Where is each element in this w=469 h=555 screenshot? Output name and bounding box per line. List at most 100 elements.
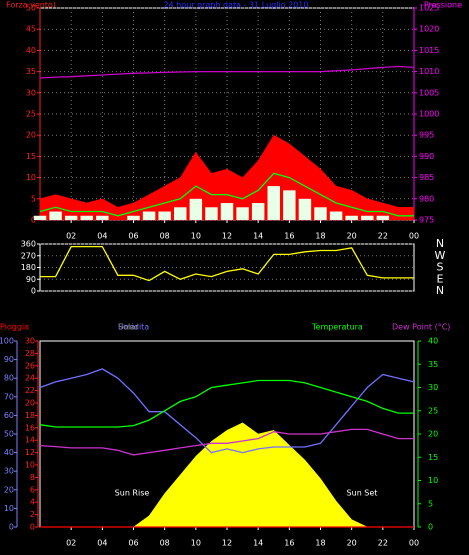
y2-tick-label: N [436,237,444,250]
y2-tick-label: 1015 [419,46,439,55]
y3-tick-label: 10 [4,504,14,513]
y2-tick-label: 1020 [419,25,439,34]
y-tick-label: 28 [25,349,35,358]
x-tick-label: 18 [315,232,325,241]
y-tick-label: 50 [26,4,36,13]
series-bar [174,207,187,220]
y-tick-label: 360 [21,240,36,249]
y-axis-label: Forza vento) [6,1,56,10]
y-tick-label: 30 [25,337,35,346]
y-tick-label: 20 [25,399,35,408]
y-tick-label: 0 [30,523,35,532]
y-tick-label: 10 [25,461,35,470]
x-tick-label: 22 [378,539,388,548]
y2-tick-label: 30 [428,383,438,392]
y2-tick-label: 1000 [419,110,439,119]
series-line [39,428,414,456]
y2-tick-label: 10 [428,476,438,485]
y-tick-label: 270 [21,251,36,260]
x-tick-label: 18 [315,539,325,548]
y3-tick-label: 20 [4,485,14,494]
y-tick-label: 90 [26,275,36,284]
y2-tick-label: 5 [428,499,433,508]
series-line [39,379,414,428]
x-tick-label: 00 [409,232,419,241]
y2-tick-label: 25 [428,406,438,415]
y3-tick-label: 70 [4,392,14,401]
y2-tick-label: 985 [419,173,434,182]
series-bar [80,215,93,220]
y2-tick-label: 35 [428,360,438,369]
x-tick-label: 08 [160,539,170,548]
x-tick-label: 04 [97,539,107,548]
x-tick-label: 02 [66,232,76,241]
x-tick-label: 12 [222,232,232,241]
series-bar [64,215,78,220]
x-tick-label: 04 [97,232,107,241]
y-tick-label: 5 [31,194,36,203]
y2-tick-label: 40 [428,337,438,346]
y3-tick-label: 60 [4,411,14,420]
y2-tick-label: 1005 [419,88,439,97]
series-line [40,245,414,282]
series-bar [205,207,218,220]
legend-label: Pioggia [0,323,29,332]
x-tick-label: 00 [409,539,419,548]
y-tick-label: 0 [31,287,36,296]
y3-tick-label: 30 [4,467,14,476]
x-tick-label: 12 [222,539,232,548]
y2-tick-label: 0 [428,523,433,532]
series-bar [220,203,234,220]
y-tick-label: 24 [25,374,35,383]
y-tick-label: 8 [30,473,35,482]
x-tick-label: 14 [253,539,263,548]
series-bar [376,215,390,220]
y2-tick-label: 980 [419,194,434,203]
y-tick-label: 40 [26,46,36,55]
y-tick-label: 15 [26,152,36,161]
y2-tick-label: 990 [419,152,434,161]
legend-label: Solar [118,323,139,332]
legend-label: Umidita [118,323,149,332]
series-bar [314,207,327,220]
y3-tick-label: 0 [9,523,14,532]
y-tick-label: 26 [25,361,35,370]
series-bar [298,198,312,220]
x-tick-label: 16 [284,232,294,241]
y2-tick-label: W [435,249,446,262]
x-tick-label: 10 [191,539,201,548]
chart-title: 24 hour graph data - 31 Luglio 2010 [164,1,309,10]
y-tick-label: 14 [25,436,35,445]
series-bar [329,211,343,220]
y2-tick-label: S [437,261,444,274]
y-tick-label: 25 [26,110,36,119]
series-area [39,134,415,221]
y2-tick-label: 1025 [419,4,439,13]
series-bar [158,211,171,220]
y-tick-label: 35 [26,67,36,76]
series-line [39,368,415,454]
series-line [39,172,414,217]
x-tick-label: 22 [378,232,388,241]
y-tick-label: 18 [25,411,35,420]
y2-tick-label: E [437,272,444,285]
y-tick-label: 45 [26,25,36,34]
y3-tick-label: 50 [4,430,14,439]
series-bar [251,203,265,220]
series-bar [189,198,203,220]
series-bar [127,215,140,220]
x-tick-label: 10 [191,232,201,241]
series-bar [283,190,296,220]
x-tick-label: 08 [160,232,170,241]
y-tick-label: 30 [26,88,36,97]
series-bar [267,186,280,220]
y2-tick-label: 15 [428,453,438,462]
x-tick-label: 06 [128,539,138,548]
series-bar [236,207,249,220]
y2-tick-label: 20 [428,430,438,439]
y-tick-label: 22 [25,386,35,395]
y3-tick-label: 40 [4,448,14,457]
series-bar [361,215,374,220]
